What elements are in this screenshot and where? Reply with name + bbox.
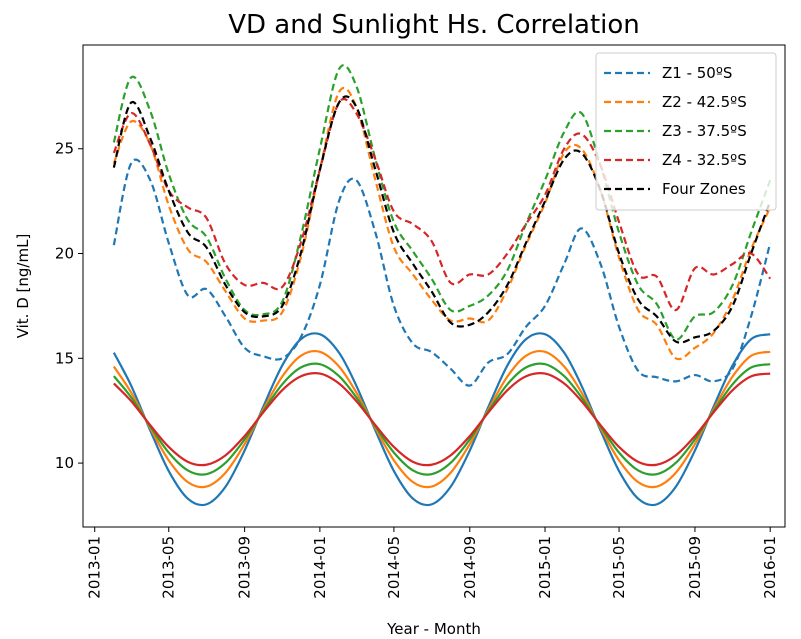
series-line [112, 332, 771, 507]
y-tick-label: 25 [55, 140, 74, 158]
y-tick-label: 10 [55, 454, 74, 472]
legend-label: Z3 - 37.5ºS [662, 122, 747, 140]
series-line [112, 362, 771, 476]
x-tick-label: 2013-09 [236, 536, 254, 599]
series-line [112, 95, 772, 344]
plot-frame [82, 44, 786, 528]
x-tick-label: 2014-01 [311, 536, 329, 599]
legend-label: Z4 - 32.5ºS [662, 151, 747, 169]
x-tick-label: 2015-09 [686, 536, 704, 599]
x-tick-label: 2015-05 [610, 536, 628, 599]
legend-label: Four Zones [662, 180, 746, 198]
x-axis-label: Year - Month [386, 620, 481, 638]
series-line [112, 97, 772, 312]
series-line [112, 158, 772, 387]
chart-title: VD and Sunlight Hs. Correlation [228, 10, 640, 40]
legend-label: Z2 - 42.5ºS [662, 93, 747, 111]
x-tick-label: 2013-05 [160, 536, 178, 599]
legend-box [595, 52, 777, 211]
series-line [113, 372, 771, 467]
x-tick-label: 2015-01 [536, 536, 554, 599]
series-line [112, 64, 772, 341]
y-axis-label: Vit. D [ng/mL] [14, 234, 32, 339]
x-tick-label: 2014-05 [385, 536, 403, 599]
x-tick-label: 2013-01 [86, 536, 104, 599]
y-tick-label: 15 [55, 349, 74, 367]
y-tick-label: 20 [55, 245, 74, 263]
x-tick-label: 2016-01 [761, 536, 779, 599]
x-tick-label: 2014-09 [461, 536, 479, 599]
series-line [112, 349, 771, 489]
legend-label: Z1 - 50ºS [662, 64, 732, 82]
series-line [112, 86, 772, 361]
